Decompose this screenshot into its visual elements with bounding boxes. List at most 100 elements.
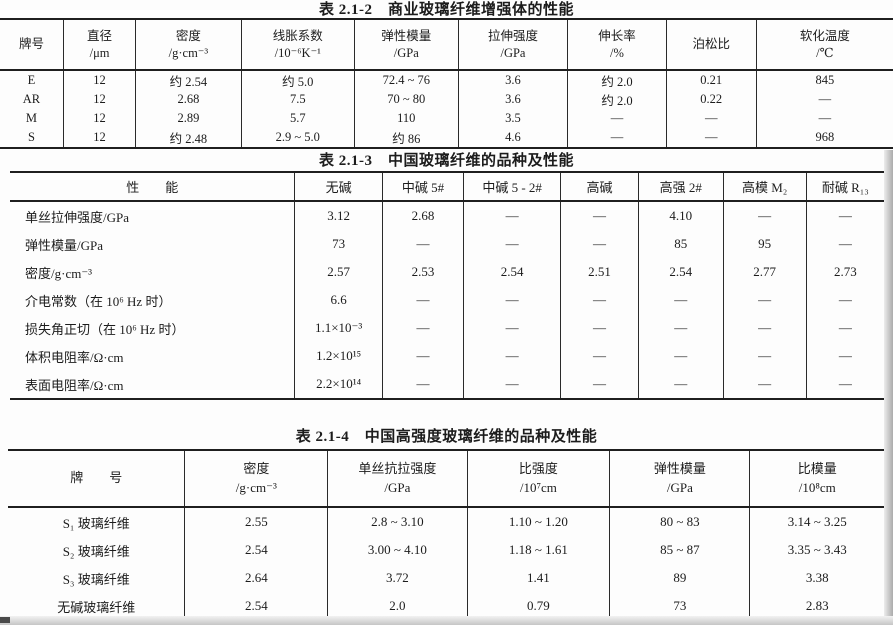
column-header: 比模量/10⁸cm: [749, 450, 884, 508]
cell-value: 12: [62, 128, 137, 148]
column-header: 拉伸强度/GPa: [457, 19, 569, 71]
cell-value: 约 2.0: [567, 70, 667, 90]
cell-value: —: [381, 370, 465, 399]
cell-value: —: [805, 342, 884, 370]
column-header: 弹性模量/GPa: [353, 19, 459, 71]
cell-value: —: [805, 370, 884, 399]
cell-value: —: [560, 201, 639, 230]
cell-value: 2.53: [381, 258, 465, 286]
cell-value: —: [381, 342, 465, 370]
cell-value: —: [567, 128, 667, 148]
table-row: 表面电阻率/Ω·cm 2.2×10¹⁴ — — — — — —: [10, 370, 884, 399]
header-row: 牌号 直径/μm 密度/g·cm⁻³ 线胀系数/10⁻⁶K⁻¹ 弹性模量/GPa 拉伸强度…: [0, 19, 893, 71]
cell-value: 4.10: [637, 201, 724, 230]
cell-value: —: [805, 314, 884, 342]
table-2-1-2-commercial-glass-fiber-properties: 牌号 直径/μm 密度/g·cm⁻³ 线胀系数/10⁻⁶K⁻¹ 弹性模量/GPa 拉伸强度…: [0, 18, 893, 149]
row-label: 体积电阻率/Ω·cm: [10, 342, 296, 370]
cell-value: 约 86: [353, 128, 459, 148]
cell-value: 3.38: [749, 564, 884, 592]
cell-value: 95: [722, 230, 807, 258]
cell-value: 89: [609, 564, 751, 592]
column-header: 密度/g·cm⁻³: [184, 450, 329, 508]
column-header: 高碱: [560, 172, 639, 202]
cell-value: 约 2.48: [135, 128, 242, 148]
cell-value: 2.54: [637, 258, 724, 286]
column-header: 单丝抗拉强度/GPa: [327, 450, 468, 508]
row-label: E: [0, 70, 64, 90]
table-row: E 12 约 2.54 约 5.0 72.4 ~ 76 3.6 约 2.0 0.21 845: [0, 70, 893, 90]
cell-value: 3.6: [457, 70, 569, 90]
table-2-1-3-chinese-glass-fiber-properties: 性 能无碱 中碱 5# 中碱 5 - 2# 高碱 高强 2# 高模 M₂ 耐碱 R₁₃ 单丝拉…: [10, 171, 884, 400]
table-row: 密度/g·cm⁻³ 2.57 2.53 2.54 2.51 2.54 2.77 2.73: [10, 258, 884, 286]
cell-value: 3.35 ~ 3.43: [749, 536, 884, 564]
cell-value: —: [722, 342, 807, 370]
column-header: 软化温度/℃: [755, 19, 893, 71]
cell-value: —: [463, 230, 562, 258]
cell-value: —: [463, 314, 562, 342]
cell-value: —: [637, 370, 724, 399]
cell-value: —: [381, 286, 465, 314]
cell-value: 2.89: [135, 109, 242, 128]
cell-value: 3.72: [327, 564, 468, 592]
cell-value: 1.1×10⁻³: [294, 314, 383, 342]
cell-value: 2.68: [135, 90, 242, 109]
column-header: 性 能: [10, 172, 296, 202]
cell-value: —: [637, 286, 724, 314]
table-2-1-3-title: 表 2.1-3 中国玻璃纤维的品种及性能: [319, 153, 574, 169]
table-row: S₁ 玻璃纤维 2.55 2.8 ~ 3.10 1.10 ~ 1.20 80 ~ 83 3…: [8, 507, 884, 536]
column-header: 中碱 5#: [381, 172, 465, 202]
cell-value: 1.41: [466, 564, 611, 592]
cell-value: 4.6: [457, 128, 569, 148]
cell-value: 85 ~ 87: [609, 536, 751, 564]
column-header: 无碱: [294, 172, 383, 202]
row-label: M: [0, 109, 64, 128]
scan-edge-right: [884, 150, 893, 625]
cell-value: 12: [62, 90, 137, 109]
cell-value: —: [560, 370, 639, 399]
header-row: 牌 号密度/g·cm⁻³ 单丝抗拉强度/GPa 比强度/10⁷cm 弹性模量/GPa 比…: [8, 450, 884, 508]
column-header: 牌 号: [8, 450, 186, 508]
cell-value: 2.8 ~ 3.10: [327, 507, 468, 536]
column-header: 密度/g·cm⁻³: [135, 19, 242, 71]
cell-value: —: [805, 286, 884, 314]
cell-value: 968: [755, 128, 893, 148]
cell-value: 1.10 ~ 1.20: [466, 507, 611, 536]
column-header: 比强度/10⁷cm: [466, 450, 611, 508]
cell-value: —: [560, 286, 639, 314]
cell-value: 2.68: [381, 201, 465, 230]
cell-value: 2.64: [184, 564, 329, 592]
header-row: 性 能无碱 中碱 5# 中碱 5 - 2# 高碱 高强 2# 高模 M₂ 耐碱 R₁₃: [10, 172, 884, 202]
column-header: 高强 2#: [637, 172, 724, 202]
table-row: AR 12 2.68 7.5 70 ~ 80 3.6 约 2.0 0.22—: [0, 90, 893, 109]
row-label: 弹性模量/GPa: [10, 230, 296, 258]
cell-value: —: [463, 370, 562, 399]
column-header: 线胀系数/10⁻⁶K⁻¹: [240, 19, 355, 71]
cell-value: 约 2.54: [135, 70, 242, 90]
cell-value: 845: [755, 70, 893, 90]
cell-value: —: [665, 109, 757, 128]
row-label: S₂ 玻璃纤维: [8, 536, 186, 564]
column-header: 高模 M₂: [722, 172, 807, 202]
cell-value: 6.6: [294, 286, 383, 314]
cell-value: 85: [637, 230, 724, 258]
row-label: S₁ 玻璃纤维: [8, 507, 186, 536]
row-label: 表面电阻率/Ω·cm: [10, 370, 296, 399]
row-label: 密度/g·cm⁻³: [10, 258, 296, 286]
table-row: 单丝拉伸强度/GPa 3.12 2.68— —4.10— —: [10, 201, 884, 230]
cell-value: 1.18 ~ 1.61: [466, 536, 611, 564]
table-row: 体积电阻率/Ω·cm 1.2×10¹⁵ — — — — — —: [10, 342, 884, 370]
column-header: 弹性模量/GPa: [609, 450, 751, 508]
cell-value: 2.55: [184, 507, 329, 536]
cell-value: —: [755, 109, 893, 128]
cell-value: 1.2×10¹⁵: [294, 342, 383, 370]
cell-value: —: [463, 342, 562, 370]
scan-speck: [0, 617, 10, 623]
table-2-1-2-title: 表 2.1-2 商业玻璃纤维增强体的性能: [319, 2, 574, 18]
column-header: 牌号: [0, 19, 64, 71]
column-header: 直径/μm: [62, 19, 137, 71]
row-label: 单丝拉伸强度/GPa: [10, 201, 296, 230]
row-label: S: [0, 128, 64, 148]
table-row: S 12 约 2.48 2.9 ~ 5.0 约 86 4.6— —968: [0, 128, 893, 148]
cell-value: —: [381, 230, 465, 258]
